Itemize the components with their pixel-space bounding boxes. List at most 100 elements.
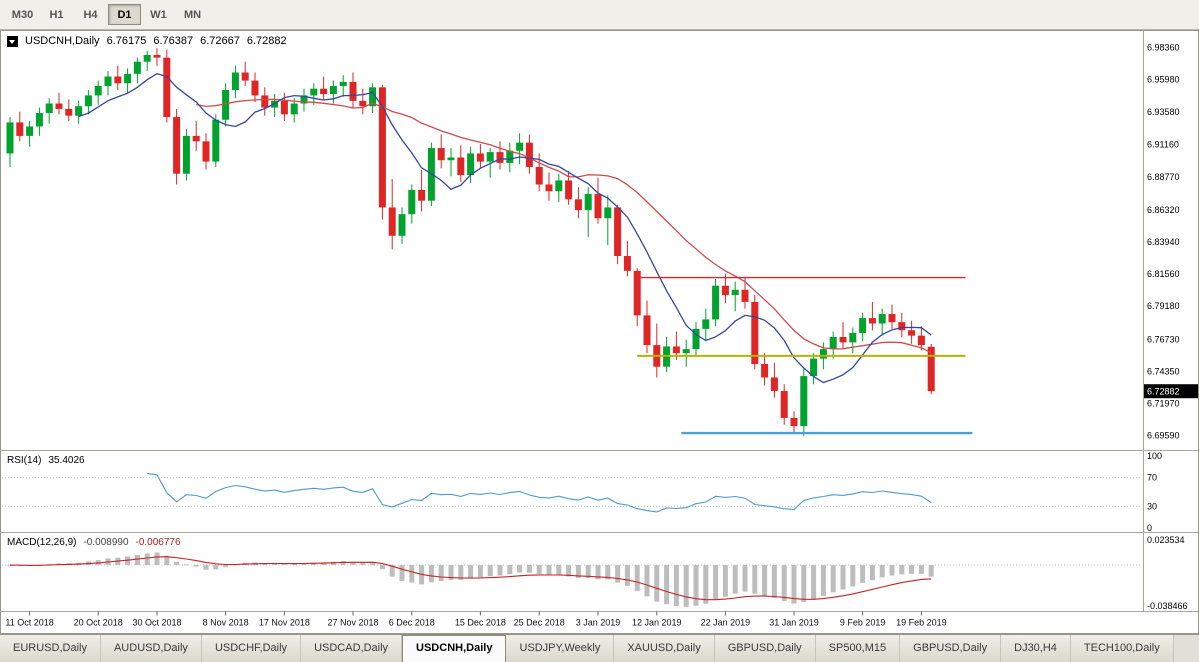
chart-tab-tech100[interactable]: TECH100,Daily bbox=[1070, 635, 1174, 662]
timeframe-mn-button[interactable]: MN bbox=[176, 4, 209, 25]
timeframe-toolbar: M30 H1 H4 D1 W1 MN bbox=[0, 0, 1199, 30]
macd-histogram-bar bbox=[801, 565, 807, 602]
chart-tab-audusd[interactable]: AUDUSD,Daily bbox=[100, 635, 202, 662]
macd-histogram-bar bbox=[742, 565, 748, 592]
macd-histogram-bar bbox=[370, 561, 376, 566]
macd-histogram-bar bbox=[820, 565, 826, 596]
candle-body bbox=[84, 95, 92, 107]
rsi-value: 35.4026 bbox=[48, 455, 85, 466]
macd-histogram-bar bbox=[487, 565, 493, 577]
chart-ohlc-header: USDCNH,Daily 6.76175 6.76387 6.72667 6.7… bbox=[7, 35, 287, 47]
macd-histogram-bar bbox=[752, 565, 758, 594]
svg-text:6.88770: 6.88770 bbox=[1147, 172, 1180, 182]
macd-histogram-bar bbox=[771, 565, 777, 599]
macd-histogram-bar bbox=[575, 565, 581, 578]
candlestick-chart-canvas[interactable]: 6.98360 6.95980 6.93580 6.91160 6.88770 6.863… bbox=[0, 30, 1199, 634]
chart-tab-xauusd[interactable]: XAUUSD,Daily bbox=[614, 635, 715, 662]
macd-histogram-bar bbox=[389, 565, 395, 577]
timeframe-w1-button[interactable]: W1 bbox=[142, 4, 175, 25]
ma-fast-line bbox=[78, 72, 932, 384]
candle-body bbox=[927, 346, 935, 392]
svg-text:8 Nov 2018: 8 Nov 2018 bbox=[203, 618, 249, 628]
svg-text:0.023534: 0.023534 bbox=[1147, 535, 1185, 545]
macd-histogram-bar bbox=[879, 565, 885, 578]
candle-body bbox=[496, 152, 504, 163]
candle-body bbox=[731, 289, 739, 296]
candle-body bbox=[917, 335, 925, 346]
macd-histogram-bar bbox=[223, 565, 229, 568]
candle-body bbox=[555, 180, 563, 192]
candle-body bbox=[359, 100, 367, 107]
macd-histogram-bar bbox=[664, 565, 670, 605]
macd-histogram-bar bbox=[762, 565, 768, 596]
chart-tab-gbpusd[interactable]: GBPUSD,Daily bbox=[714, 635, 816, 662]
timeframe-h1-button[interactable]: H1 bbox=[40, 4, 73, 25]
symbol-dropdown-icon[interactable] bbox=[7, 35, 18, 47]
candle-body bbox=[143, 54, 151, 62]
ohlc-open-value: 6.76175 bbox=[106, 35, 147, 47]
macd-histogram-bar bbox=[703, 565, 709, 604]
candle-body bbox=[94, 85, 102, 96]
svg-text:6.91160: 6.91160 bbox=[1147, 140, 1179, 150]
macd-histogram-bar bbox=[517, 565, 523, 573]
macd-histogram-bar bbox=[928, 565, 934, 577]
candle-body bbox=[457, 157, 465, 176]
macd-histogram-bar bbox=[840, 565, 846, 590]
chart-tab-usdchf[interactable]: USDCHF,Daily bbox=[201, 635, 302, 662]
macd-histogram-bar bbox=[164, 555, 170, 566]
candle-body bbox=[388, 207, 396, 236]
chart-area: 6.98360 6.95980 6.93580 6.91160 6.88770 6.863… bbox=[0, 30, 1199, 634]
timeframe-d1-button[interactable]: D1 bbox=[108, 4, 141, 25]
candle-body bbox=[290, 103, 298, 115]
macd-histogram-bar bbox=[595, 565, 601, 580]
svg-text:12 Jan 2019: 12 Jan 2019 bbox=[632, 618, 682, 628]
candle-body bbox=[908, 330, 916, 336]
candle-body bbox=[506, 150, 514, 163]
candle-body bbox=[182, 135, 190, 174]
candle-body bbox=[114, 76, 122, 84]
macd-histogram-bar bbox=[301, 563, 307, 566]
macd-histogram-bar bbox=[193, 565, 199, 567]
candle-body bbox=[437, 148, 445, 161]
chart-symbol-label: USDCNH,Daily bbox=[25, 35, 100, 47]
candle-body bbox=[369, 87, 377, 107]
candle-body bbox=[300, 95, 308, 104]
macd-histogram-bar bbox=[615, 565, 621, 583]
macd-histogram-bar bbox=[477, 565, 483, 578]
macd-histogram-bar bbox=[781, 565, 787, 602]
macd-histogram-bar bbox=[438, 565, 444, 582]
macd-histogram-bar bbox=[860, 565, 866, 583]
macd-histogram-bar bbox=[321, 562, 327, 566]
candle-body bbox=[35, 112, 43, 127]
chart-tab-usdcad[interactable]: USDCAD,Daily bbox=[301, 635, 403, 662]
candle-body bbox=[712, 285, 720, 320]
chart-tab-sp500[interactable]: SP500,M15 bbox=[815, 635, 901, 662]
macd-histogram-bar bbox=[654, 565, 660, 602]
candle-body bbox=[163, 57, 171, 118]
macd-histogram-bar bbox=[811, 565, 817, 600]
current-price-badge bbox=[1144, 384, 1198, 399]
svg-text:0: 0 bbox=[1147, 523, 1152, 533]
candle-body bbox=[261, 95, 269, 108]
candle-body bbox=[672, 346, 680, 354]
candle-body bbox=[878, 314, 886, 324]
macd-histogram-bar bbox=[144, 553, 150, 566]
macd-histogram-bar bbox=[399, 565, 405, 581]
candle-body bbox=[45, 103, 53, 113]
candle-body bbox=[682, 349, 690, 354]
chart-tab-usdcnh[interactable]: USDCNH,Daily bbox=[402, 635, 507, 662]
svg-text:11 Oct 2018: 11 Oct 2018 bbox=[5, 618, 53, 628]
macd-histogram-bar bbox=[340, 560, 346, 566]
candle-body bbox=[643, 315, 651, 346]
chart-tab-dj30[interactable]: DJ30,H4 bbox=[1001, 635, 1071, 662]
timeframe-m30-button[interactable]: M30 bbox=[6, 4, 39, 25]
svg-text:15 Dec 2018: 15 Dec 2018 bbox=[455, 618, 506, 628]
chart-tab-usdjpy[interactable]: USDJPY,Weekly bbox=[506, 635, 615, 662]
macd-histogram-bar bbox=[605, 565, 611, 580]
candle-body bbox=[447, 157, 455, 161]
timeframe-h4-button[interactable]: H4 bbox=[74, 4, 107, 25]
rsi-label: RSI(14) bbox=[7, 455, 42, 466]
chart-tab-eurusd[interactable]: EURUSD,Daily bbox=[0, 635, 101, 662]
svg-text:100: 100 bbox=[1147, 451, 1162, 461]
chart-tab-gbpusd[interactable]: GBPUSD,Daily bbox=[900, 635, 1002, 662]
